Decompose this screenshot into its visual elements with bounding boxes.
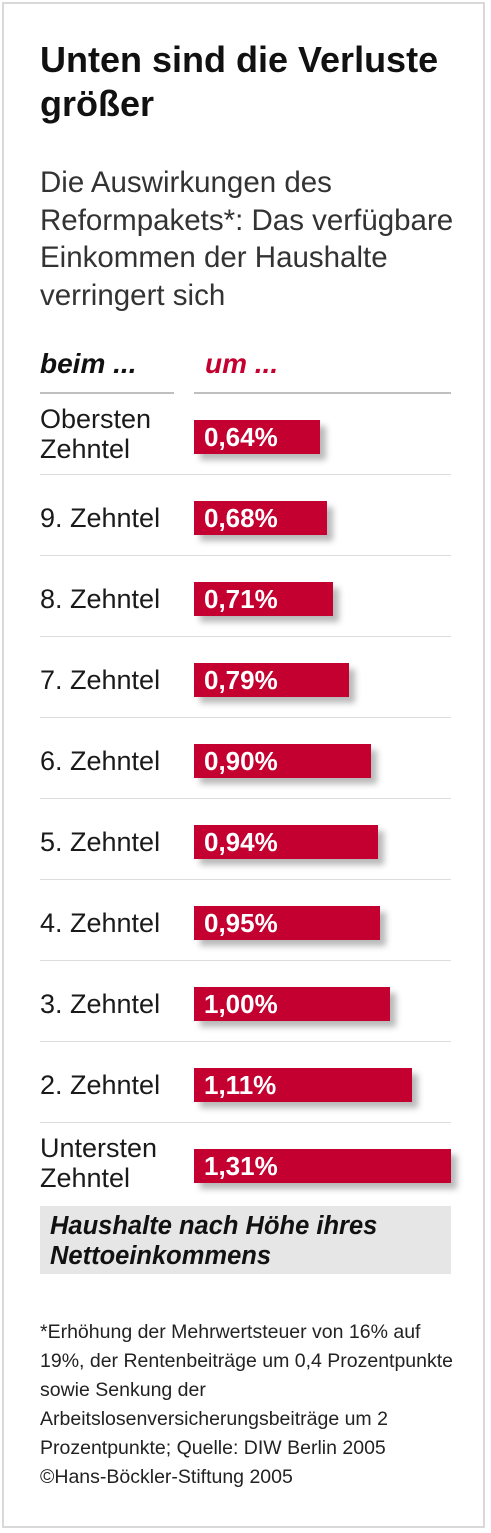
axis-caption-box: Haushalte nach Höhe ihres Nettoeinkommen…: [40, 1206, 451, 1274]
category-label: 4. Zehntel: [40, 908, 161, 938]
bar: 1,31%: [194, 1149, 451, 1183]
copyright: ©Hans-Böckler-Stiftung 2005: [40, 1466, 293, 1488]
chart-row: 7. Zehntel 0,79%: [40, 637, 451, 718]
row-divider: [40, 1041, 451, 1042]
category-label: 5. Zehntel: [40, 827, 161, 857]
row-divider: [40, 879, 451, 880]
chart-row: 8. Zehntel 0,71%: [40, 556, 451, 637]
bar-value-label: 1,11%: [204, 1070, 277, 1100]
category-label: 9. Zehntel: [40, 503, 161, 533]
row-divider: [40, 474, 451, 475]
bar: 0,71%: [194, 582, 333, 616]
row-divider: [40, 798, 451, 799]
bar: 1,11%: [194, 1068, 412, 1102]
chart-row: 9. Zehntel 0,68%: [40, 475, 451, 556]
axis-caption: Haushalte nach Höhe ihres Nettoeinkommen…: [50, 1212, 378, 1270]
column-header-value: um ...: [205, 348, 279, 379]
row-divider: [40, 717, 451, 718]
bar: 0,90%: [194, 744, 371, 778]
footnote: *Erhöhung der Mehrwertsteuer von 16% auf…: [40, 1321, 454, 1459]
column-header-category: beim ...: [40, 348, 137, 379]
bar-value-label: 0,95%: [204, 908, 278, 938]
category-label: 7. Zehntel: [40, 665, 161, 695]
bar: 0,68%: [194, 501, 327, 535]
chart-subtitle: Die Auswirkungen des Reformpakets*: Das …: [40, 166, 454, 312]
category-label: 6. Zehntel: [40, 746, 161, 776]
row-divider: [40, 960, 451, 961]
header-rule-left: [40, 392, 174, 394]
chart-row: Untersten Zehntel 1,31%: [40, 1123, 451, 1204]
chart-frame: [2, 2, 485, 1528]
row-divider: [40, 1122, 451, 1123]
header-rule-right: [194, 392, 451, 394]
bar-value-label: 0,64%: [204, 422, 278, 452]
bar-value-label: 1,00%: [204, 989, 278, 1019]
category-label: 8. Zehntel: [40, 584, 161, 614]
bar-value-label: 0,71%: [204, 584, 278, 614]
chart-row: 5. Zehntel 0,94%: [40, 799, 451, 880]
category-label: Obersten Zehntel: [40, 404, 152, 464]
bar: 0,94%: [194, 825, 378, 859]
chart-row: 2. Zehntel 1,11%: [40, 1042, 451, 1123]
chart-row: 6. Zehntel 0,90%: [40, 718, 451, 799]
bar: 0,79%: [194, 663, 349, 697]
category-label: 2. Zehntel: [40, 1070, 161, 1100]
chart-row: Obersten Zehntel 0,64%: [40, 394, 451, 475]
bar-value-label: 0,90%: [204, 746, 278, 776]
bar-value-label: 0,79%: [204, 665, 278, 695]
category-label: 3. Zehntel: [40, 989, 161, 1019]
bar-value-label: 0,68%: [204, 503, 278, 533]
chart-row: 4. Zehntel 0,95%: [40, 880, 451, 961]
chart-row: 3. Zehntel 1,00%: [40, 961, 451, 1042]
bar-value-label: 1,31%: [204, 1151, 278, 1181]
bar: 0,64%: [194, 420, 320, 454]
chart-title: Unten sind die Verluste größer: [40, 39, 439, 124]
row-divider: [40, 555, 451, 556]
category-label: Untersten Zehntel: [40, 1133, 158, 1193]
bar-value-label: 0,94%: [204, 827, 278, 857]
bar: 1,00%: [194, 987, 390, 1021]
row-divider: [40, 636, 451, 637]
bar: 0,95%: [194, 906, 380, 940]
